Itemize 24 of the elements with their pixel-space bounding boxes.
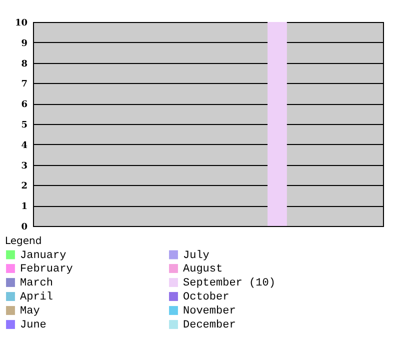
- y-tick-label: 10: [14, 18, 28, 28]
- legend-title: Legend: [5, 236, 42, 247]
- y-tick-label: 6: [21, 100, 28, 110]
- legend-label: September (10): [183, 278, 276, 290]
- legend-label: May: [20, 306, 40, 318]
- y-tick-label: 3: [21, 161, 28, 172]
- y-tick-label: 9: [21, 38, 28, 49]
- y-tick-label: 7: [21, 80, 28, 90]
- legend-label: August: [183, 264, 223, 276]
- legend-label: June: [20, 320, 46, 332]
- y-tick-label: 2: [21, 182, 28, 192]
- y-tick-label: 1: [21, 202, 28, 212]
- y-tick-label: 5: [21, 120, 28, 130]
- legend-label: July: [183, 250, 210, 262]
- legend-label: February: [20, 264, 74, 276]
- y-tick-label: 0: [21, 222, 28, 232]
- legend-label: April: [20, 292, 54, 304]
- legend-label: October: [183, 292, 230, 304]
- y-tick-label: 4: [21, 140, 28, 151]
- legend-label: December: [183, 320, 236, 332]
- legend-label: March: [20, 278, 54, 290]
- y-tick-label: 8: [21, 59, 28, 70]
- legend-label: January: [20, 250, 67, 262]
- legend-label: November: [183, 306, 236, 318]
